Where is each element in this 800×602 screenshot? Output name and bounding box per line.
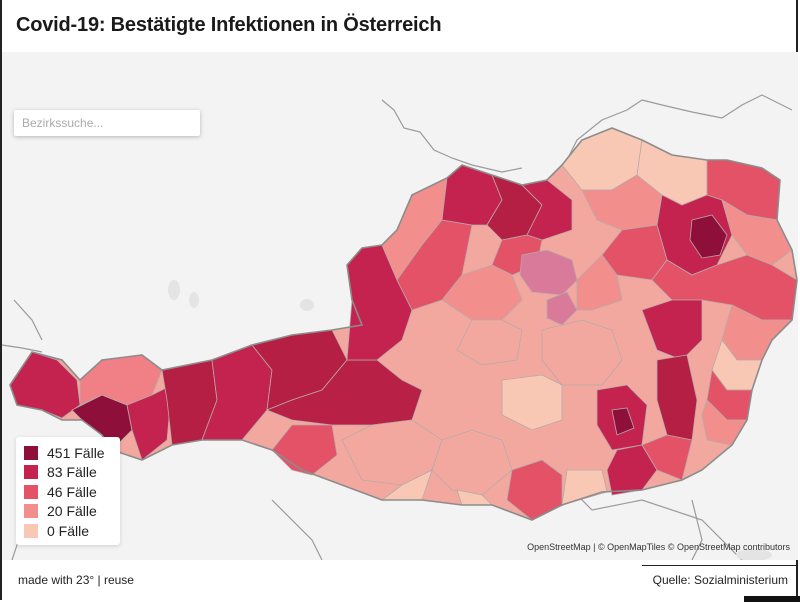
district-region	[641, 299, 703, 361]
district-region	[456, 319, 523, 366]
page-title: Covid-19: Bestätigte Infektionen in Öste…	[16, 14, 442, 36]
legend-swatch	[24, 465, 38, 480]
legend-item: 0 Fälle	[24, 521, 120, 541]
source-text: Quelle: Sozialministerium	[652, 573, 788, 587]
district-region	[546, 291, 578, 326]
district-region	[576, 254, 623, 311]
district-region	[431, 429, 513, 496]
districts[interactable]	[9, 127, 798, 521]
district-region	[9, 351, 81, 419]
district-region	[519, 249, 578, 296]
district-region	[611, 407, 635, 436]
map-attribution[interactable]: OpenStreetMap | © OpenMapTiles © OpenStr…	[527, 542, 790, 552]
map[interactable]	[2, 52, 798, 560]
district-region	[521, 179, 573, 241]
district-region	[441, 264, 523, 321]
district-region	[271, 424, 338, 476]
legend-swatch	[24, 484, 38, 499]
legend-item: 20 Fälle	[24, 502, 120, 522]
legend-label: 0 Fälle	[47, 522, 90, 539]
legend-item: 83 Fälle	[24, 463, 120, 483]
district-search-input[interactable]	[14, 110, 200, 136]
district-region	[126, 384, 173, 461]
legend-label: 20 Fälle	[47, 503, 97, 520]
legend: 451 Fälle 83 Fälle 46 Fälle 20 Fälle 0 F…	[16, 437, 120, 545]
austria-border	[9, 127, 798, 521]
legend-label: 83 Fälle	[47, 464, 97, 481]
district-region	[561, 469, 608, 506]
legend-swatch	[24, 523, 38, 538]
footer-divider	[642, 565, 796, 566]
neighbour-shapes	[168, 280, 772, 560]
district-region	[265, 359, 423, 426]
footer-corner-bar	[744, 596, 800, 602]
credit-text[interactable]: made with 23° | reuse	[18, 573, 134, 587]
legend-swatch	[24, 445, 38, 460]
legend-item: 46 Fälle	[24, 482, 120, 502]
legend-item: 451 Fälle	[24, 443, 120, 463]
map-canvas[interactable]	[2, 52, 798, 560]
country-borders	[2, 94, 793, 560]
district-region	[641, 434, 693, 481]
legend-label: 46 Fälle	[47, 483, 97, 500]
district-region	[501, 374, 563, 431]
legend-label: 451 Fälle	[47, 444, 105, 461]
district-region	[541, 319, 623, 386]
legend-swatch	[24, 504, 38, 519]
district-region	[721, 199, 793, 266]
district-region	[689, 214, 728, 259]
